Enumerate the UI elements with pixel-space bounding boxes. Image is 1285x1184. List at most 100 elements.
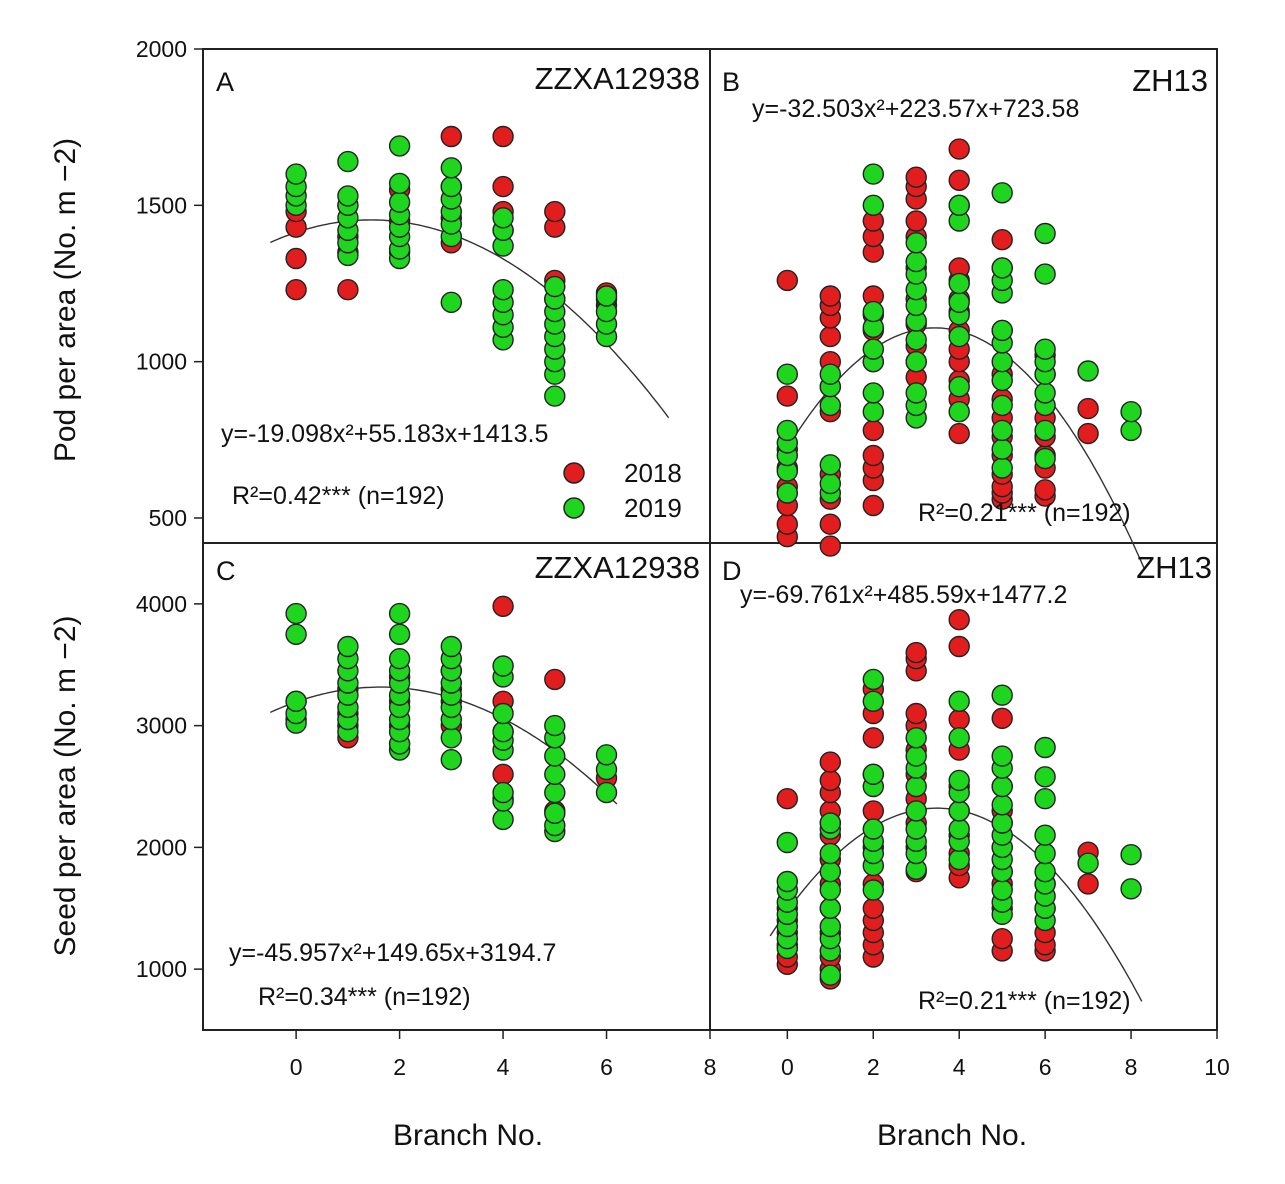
point-c-2019 [544,745,566,767]
y-tick-label: 1000 [136,956,187,982]
point-b-2019 [948,272,970,295]
x-tick-label: 8 [704,1054,717,1080]
point-a-2019 [388,135,411,157]
point-a-2018 [440,125,462,148]
point-b-2018 [948,422,970,445]
panel-d-frame [709,542,1218,1031]
point-d-2019 [948,800,970,822]
point-c-2019 [285,602,307,625]
point-c-2019 [440,727,462,749]
point-d-2019 [991,684,1013,706]
point-b-2019 [991,257,1013,279]
point-a-2019 [544,385,566,407]
x-tick-label: 0 [781,1054,794,1080]
x-tick-label: 0 [290,1054,303,1080]
point-c-2019 [388,623,411,645]
point-a-2019 [595,285,618,307]
x-tick-label: 6 [600,1054,613,1080]
point-b-2018 [862,494,884,517]
point-b-2019 [1034,419,1056,442]
point-a-2019 [285,163,307,185]
point-c-2019 [285,623,307,645]
point-b-2019 [991,351,1013,373]
equation-d: y=-69.761x²+485.59x+1477.2 [740,581,1067,609]
point-d-2019 [862,690,884,712]
point-b-2019 [1034,338,1056,360]
point-a-2019 [440,157,462,179]
point-b-2019 [862,338,884,360]
point-d-2018 [862,800,884,822]
data-points [285,125,1142,990]
x-tick-label: 4 [497,1054,510,1080]
point-d-2018 [948,609,970,631]
point-d-2019 [819,964,841,986]
legend-marker-2018 [563,462,585,484]
point-d-2019 [819,915,841,938]
point-d-2019 [862,818,884,840]
point-d-2018 [948,635,970,658]
point-d-2019 [819,842,841,865]
x-tick-label: 10 [1204,1054,1230,1080]
point-d-2019 [948,769,970,792]
point-c-2019 [285,690,307,712]
point-b-2019 [1034,263,1056,285]
panel-letter-a: A [216,67,234,97]
point-b-2018 [776,385,798,407]
equation-c: y=-45.957x²+149.65x+3194.7 [229,939,556,967]
point-d-2018 [819,769,841,792]
y-tick-label: 4000 [136,591,187,617]
point-b-2019 [948,194,970,217]
point-c-2019 [388,602,411,625]
point-d-2019 [948,818,970,840]
genotype-name-c: ZZXA12938 [535,550,700,585]
point-c-2019 [492,781,514,804]
point-b-2019 [905,232,927,254]
point-a-2019 [544,275,566,298]
point-b-2019 [776,419,798,442]
x-axis-title-left: Branch No. [393,1119,543,1152]
y-axis-title-bottom: Seed per area (No. m −2) [49,615,82,956]
y-tick-label: 1000 [136,349,187,375]
x-tick-label: 8 [1125,1054,1138,1080]
point-d-2019 [776,831,798,854]
point-d-2019 [1034,824,1056,846]
equation-b: y=-32.503x²+223.57x+723.58 [752,95,1079,123]
point-d-2019 [1034,842,1056,865]
point-b-2018 [1034,479,1056,501]
panel-letter-c: C [216,556,236,586]
point-b-2019 [1120,401,1142,423]
point-b-2018 [776,269,798,292]
point-b-2019 [991,394,1013,417]
point-d-2019 [1034,861,1056,883]
point-a-2018 [492,125,514,148]
point-c-2019 [492,655,514,677]
point-b-2019 [862,194,884,217]
point-b-2019 [905,329,927,351]
point-d-2019 [905,775,927,798]
point-d-2018 [1077,873,1099,895]
point-d-2018 [862,897,884,919]
point-d-2018 [948,708,970,731]
point-d-2019 [991,812,1013,834]
point-d-2019 [819,897,841,919]
point-a-2018 [492,175,514,198]
point-b-2018 [776,513,798,535]
r-squared-a: R²=0.42*** (n=192) [232,482,445,510]
legend-marker-2019 [563,497,585,519]
r-squared-b: R²=0.21*** (n=192) [918,499,1131,527]
y-tick-label: 3000 [136,713,187,739]
point-d-2019 [862,879,884,901]
point-a-2018 [285,247,307,270]
point-a-2018 [337,279,359,301]
point-b-2018 [905,166,927,188]
point-d-2019 [991,794,1013,816]
point-c-2019 [492,808,514,831]
point-b-2019 [776,482,798,504]
point-b-2019 [862,163,884,185]
point-d-2019 [905,727,927,749]
point-b-2018 [819,535,841,557]
point-d-2019 [776,870,798,893]
point-d-2019 [991,745,1013,767]
point-a-2018 [544,200,566,223]
point-b-2019 [862,382,884,404]
